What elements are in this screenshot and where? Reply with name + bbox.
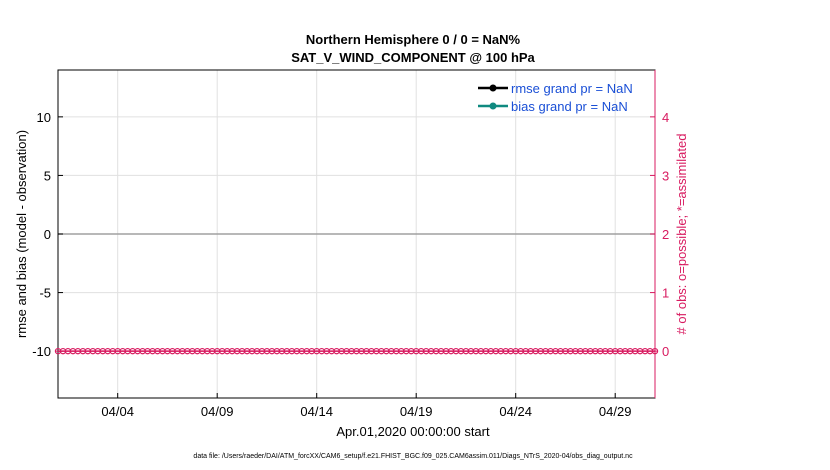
right-tick-label: 0 [662, 344, 669, 359]
chart-title-line-1: Northern Hemisphere 0 / 0 = NaN% [306, 32, 521, 47]
legend: rmse grand pr = NaN bias grand pr = NaN [478, 81, 633, 114]
x-tick-label: 04/29 [599, 404, 632, 419]
x-tick-label: 04/14 [300, 404, 333, 419]
legend-bias-label: bias grand pr = NaN [511, 99, 628, 114]
chart-title-line-2: SAT_V_WIND_COMPONENT @ 100 hPa [291, 50, 535, 65]
left-tick-label: 0 [44, 227, 51, 242]
left-y-axis-label: rmse and bias (model - observation) [14, 130, 29, 338]
left-tick-label: -10 [32, 344, 51, 359]
legend-rmse-label: rmse grand pr = NaN [511, 81, 633, 96]
obs-possible-marker [651, 347, 659, 355]
data-file-footnote: data file: /Users/raeder/DAI/ATM_forcXX/… [193, 453, 633, 460]
right-tick-label: 4 [662, 110, 669, 125]
x-tick-label: 04/09 [201, 404, 234, 419]
right-y-axis-label: # of obs: o=possible; *=assimilated [674, 134, 689, 335]
left-tick-label: 5 [44, 168, 51, 183]
left-tick-label: -5 [39, 286, 51, 301]
legend-rmse-marker [489, 84, 497, 92]
x-tick-label: 04/19 [400, 404, 433, 419]
right-tick-label: 3 [662, 168, 669, 183]
obs-count-series [54, 347, 659, 355]
x-axis-ticks: 04/04 04/09 04/14 04/19 04/24 04/29 [101, 393, 631, 419]
right-y-axis-ticks: 4 3 2 1 0 [650, 110, 669, 359]
x-tick-label: 04/24 [499, 404, 532, 419]
right-tick-label: 2 [662, 227, 669, 242]
x-tick-label: 04/04 [101, 404, 134, 419]
x-axis-label: Apr.01,2020 00:00:00 start [336, 424, 490, 439]
left-y-axis-ticks: 10 5 0 -5 -10 [32, 110, 63, 359]
right-tick-label: 1 [662, 286, 669, 301]
left-tick-label: 10 [37, 110, 51, 125]
legend-bias-marker [489, 102, 497, 110]
